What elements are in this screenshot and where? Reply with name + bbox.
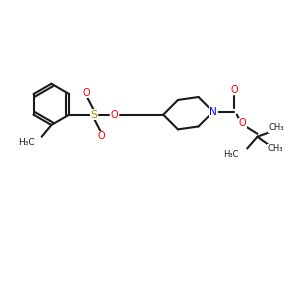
Text: O: O [239,118,247,128]
Text: CH₃: CH₃ [269,123,284,132]
Text: O: O [230,85,238,94]
Text: CH₃: CH₃ [267,144,283,153]
Text: O: O [98,131,105,142]
Text: H₃C: H₃C [19,138,35,147]
Text: H₃C: H₃C [223,150,238,159]
Text: N: N [209,107,217,117]
Text: O: O [83,88,91,98]
Text: O: O [111,110,118,120]
Text: S: S [91,110,98,120]
